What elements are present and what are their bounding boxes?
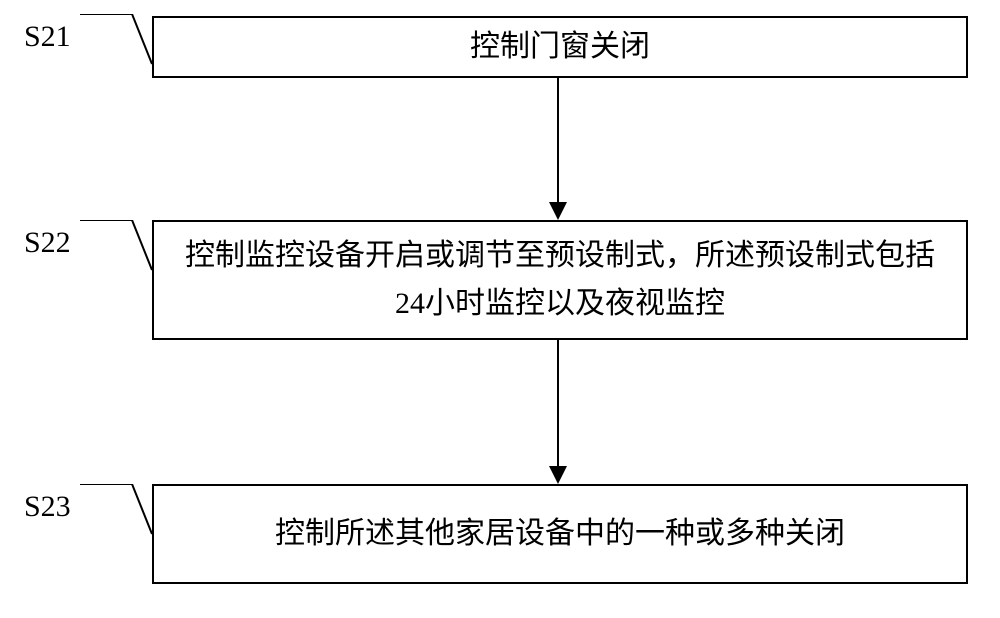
step-text-s21: 控制门窗关闭 [470,23,650,71]
label-text: S21 [24,20,71,53]
bracket-s23 [80,484,152,536]
step-text-s22: 控制监控设备开启或调节至预设制式，所述预设制式包括24小时监控以及夜视监控 [174,232,946,328]
step-label-s21: S21 [24,20,71,54]
bracket-s22 [80,220,152,272]
label-text: S23 [24,490,71,523]
step-label-s22: S22 [24,226,71,260]
arrow-s21-s22 [557,78,559,202]
step-box-s22: 控制监控设备开启或调节至预设制式，所述预设制式包括24小时监控以及夜视监控 [152,220,968,340]
step-label-s23: S23 [24,490,71,524]
label-text: S22 [24,226,71,259]
bracket-s21 [80,14,152,66]
arrow-head-s22-s23 [549,466,567,484]
flowchart-container: S21 控制门窗关闭 S22 控制监控设备开启或调节至预设制式，所述预设制式包括… [0,0,1000,618]
step-text-s23: 控制所述其他家居设备中的一种或多种关闭 [275,510,845,558]
arrow-head-s21-s22 [549,202,567,220]
step-box-s23: 控制所述其他家居设备中的一种或多种关闭 [152,484,968,584]
arrow-s22-s23 [557,340,559,466]
step-box-s21: 控制门窗关闭 [152,16,968,78]
